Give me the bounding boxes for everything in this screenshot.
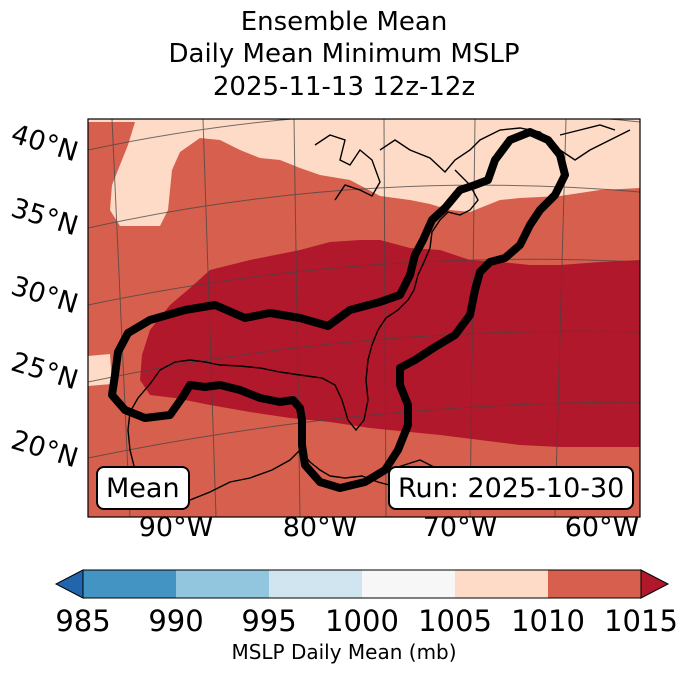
map-frame: [87, 118, 641, 518]
colorbar-tick-1010: 1010: [511, 604, 585, 638]
colorbar-tick-1015: 1015: [604, 604, 678, 638]
mslp-contour: [108, 128, 569, 492]
title-line-2: Daily Mean Minimum MSLP: [168, 39, 520, 69]
colorbar-outline: [82, 569, 642, 599]
title-line-3: 2025-11-13 12z-12z: [212, 72, 476, 102]
colorbar-segment-1010_1015: [548, 570, 641, 598]
colorbar-segment-990_995: [176, 570, 269, 598]
run-box: Run: 2025-10-30: [388, 466, 635, 510]
colorbar-tick-995: 995: [241, 604, 297, 638]
colorbar-segment-1000_1005: [362, 570, 455, 598]
colorbar-tick-990: 990: [148, 604, 204, 638]
lon-label-90w: 90°W: [138, 512, 214, 543]
colorbar-extend-high: [640, 569, 670, 599]
colorbar-tick-985: 985: [55, 604, 111, 638]
title-line-1: Ensemble Mean: [240, 7, 448, 37]
colorbar-extend-low: [54, 569, 84, 599]
lon-label-60w: 60°W: [564, 512, 640, 543]
colorbar-tick-1000: 1000: [325, 604, 399, 638]
lon-label-70w: 70°W: [422, 512, 498, 543]
lon-label-80w: 80°W: [282, 512, 358, 543]
colorbar-segment-995_1000: [269, 570, 362, 598]
colorbar-label: MSLP Daily Mean (mb): [231, 640, 457, 664]
mean-box: Mean: [96, 466, 190, 510]
colorbar-segment-1005_1010: [455, 570, 548, 598]
colorbar-tick-1005: 1005: [418, 604, 492, 638]
colorbar-segment-985_990: [83, 570, 176, 598]
colorbar: [54, 569, 670, 599]
